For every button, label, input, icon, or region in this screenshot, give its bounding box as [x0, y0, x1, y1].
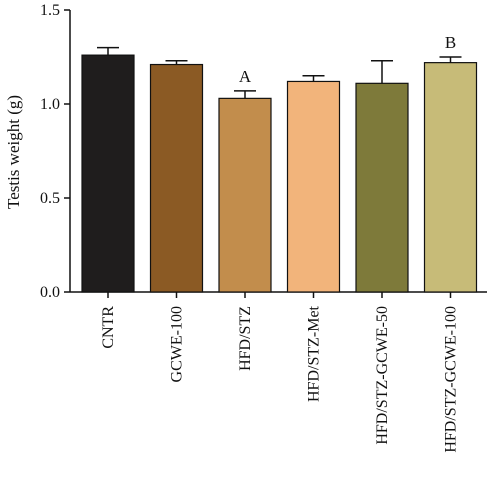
x-tick-label: HFD/STZ [237, 306, 254, 371]
bar [355, 82, 409, 293]
y-axis: 0.0 0.5 1.0 1.5 [40, 2, 71, 301]
error-bars [97, 46, 462, 99]
y-axis-title: Testis weight (g) [4, 95, 23, 209]
x-axis [70, 291, 487, 298]
y-tick-label: 0.5 [40, 190, 60, 207]
category-labels: CNTR GCWE-100 HFD/STZ HFD/STZ-Met HFD/STZ-GC… [100, 305, 460, 452]
y-tick-label: 0.0 [40, 284, 60, 301]
annotations: AB [239, 33, 456, 86]
bar [149, 63, 204, 293]
x-tick-label: CNTR [100, 306, 117, 349]
significance-label: B [445, 33, 456, 52]
significance-label: A [239, 67, 252, 86]
y-tick-label: 1.0 [40, 96, 60, 113]
x-tick-label: HFD/STZ-GCWE-100 [443, 306, 460, 453]
y-tick-label: 1.5 [40, 2, 60, 19]
bars [81, 54, 478, 293]
bar [81, 54, 135, 293]
x-tick-label: HFD/STZ-GCWE-50 [374, 306, 391, 445]
x-tick-label: GCWE-100 [169, 306, 186, 382]
bar [286, 80, 341, 293]
bar [423, 62, 478, 293]
x-tick-label: HFD/STZ-Met [306, 305, 323, 402]
bar [218, 97, 272, 293]
